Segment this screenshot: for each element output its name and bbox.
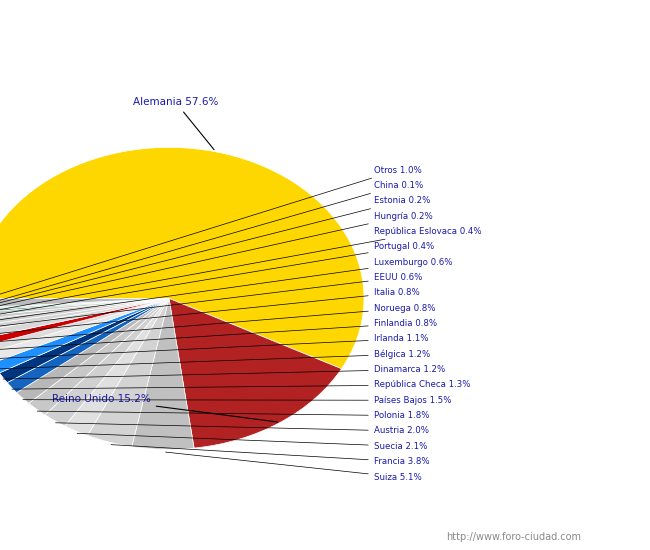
Wedge shape xyxy=(0,298,169,353)
Wedge shape xyxy=(0,298,169,320)
Text: Polonia 1.8%: Polonia 1.8% xyxy=(37,411,429,420)
Text: Otros 1.0%: Otros 1.0% xyxy=(0,166,421,302)
Text: República Checa 1.3%: República Checa 1.3% xyxy=(12,381,470,389)
Wedge shape xyxy=(17,298,169,403)
Text: Hungría 0.2%: Hungría 0.2% xyxy=(0,212,432,311)
Text: Austria 2.0%: Austria 2.0% xyxy=(55,423,429,436)
Wedge shape xyxy=(45,298,169,426)
Text: Muro - Turistas extranjeros según país - Abril de 2024: Muro - Turistas extranjeros según país -… xyxy=(73,14,577,32)
Wedge shape xyxy=(0,298,169,363)
Text: China 0.1%: China 0.1% xyxy=(0,181,423,308)
Text: Luxemburgo 0.6%: Luxemburgo 0.6% xyxy=(0,257,452,323)
Text: http://www.foro-ciudad.com: http://www.foro-ciudad.com xyxy=(446,532,581,542)
Text: Finlandia 0.8%: Finlandia 0.8% xyxy=(0,319,437,350)
Wedge shape xyxy=(0,298,169,339)
Text: Portugal 0.4%: Portugal 0.4% xyxy=(0,243,434,318)
Wedge shape xyxy=(0,298,169,346)
Wedge shape xyxy=(169,298,341,448)
Wedge shape xyxy=(0,298,169,308)
Wedge shape xyxy=(0,298,169,316)
Text: Estonia 0.2%: Estonia 0.2% xyxy=(0,196,430,309)
Wedge shape xyxy=(0,298,169,326)
Text: Bélgica 1.2%: Bélgica 1.2% xyxy=(0,349,430,369)
Wedge shape xyxy=(132,298,194,449)
Wedge shape xyxy=(0,298,169,373)
Wedge shape xyxy=(0,298,169,311)
Wedge shape xyxy=(7,298,169,393)
Text: República Eslovaca 0.4%: República Eslovaca 0.4% xyxy=(0,227,482,314)
Text: Francia 3.8%: Francia 3.8% xyxy=(111,444,430,466)
Wedge shape xyxy=(0,298,169,331)
Wedge shape xyxy=(65,298,169,436)
Text: Suiza 5.1%: Suiza 5.1% xyxy=(166,452,421,482)
Text: Suecia 2.1%: Suecia 2.1% xyxy=(77,433,427,451)
Wedge shape xyxy=(0,298,169,312)
Wedge shape xyxy=(88,298,169,447)
Text: Dinamarca 1.2%: Dinamarca 1.2% xyxy=(3,365,445,379)
Text: Alemania 57.6%: Alemania 57.6% xyxy=(133,97,218,150)
Text: Países Bajos 1.5%: Países Bajos 1.5% xyxy=(23,396,451,405)
Wedge shape xyxy=(29,298,169,415)
Text: Irlanda 1.1%: Irlanda 1.1% xyxy=(0,334,428,359)
Text: EEUU 0.6%: EEUU 0.6% xyxy=(0,273,422,329)
Wedge shape xyxy=(0,298,169,383)
Wedge shape xyxy=(0,147,364,368)
Text: Italia 0.8%: Italia 0.8% xyxy=(0,288,419,336)
Wedge shape xyxy=(0,298,169,309)
Text: Noruega 0.8%: Noruega 0.8% xyxy=(0,304,436,343)
Text: Reino Unido 15.2%: Reino Unido 15.2% xyxy=(52,394,278,422)
